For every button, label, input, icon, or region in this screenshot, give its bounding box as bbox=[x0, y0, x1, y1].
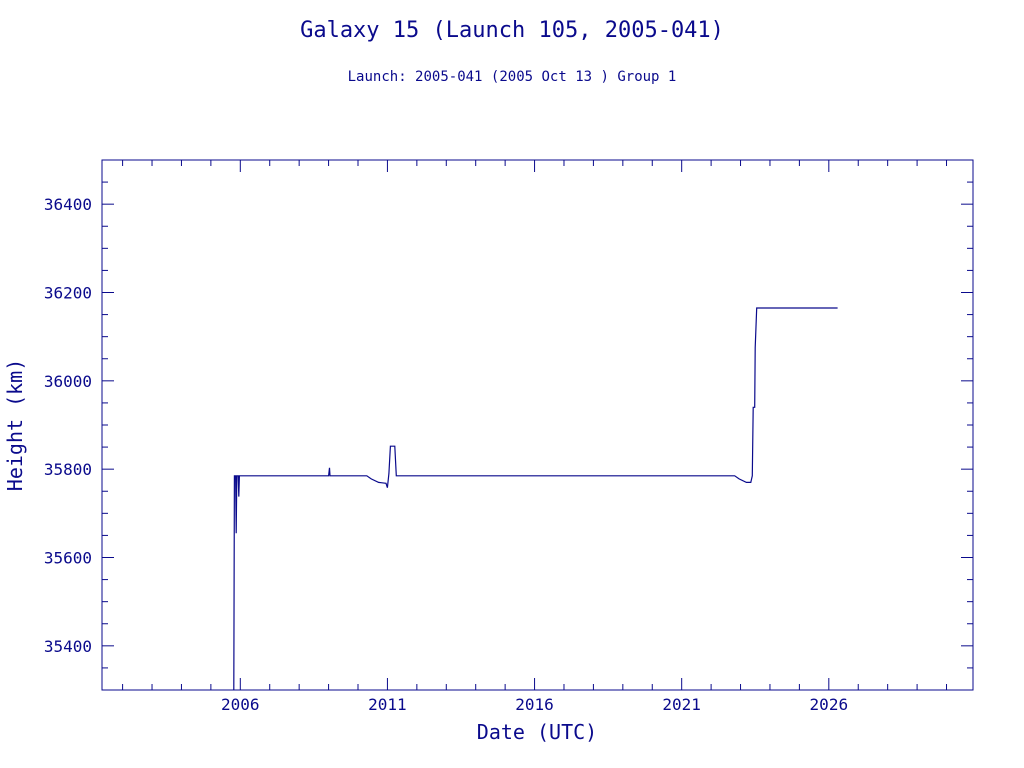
y-tick-label: 36200 bbox=[44, 284, 92, 303]
x-tick-label: 2016 bbox=[515, 695, 554, 714]
y-axis-ticks bbox=[102, 159, 973, 691]
x-tick-label: 2021 bbox=[662, 695, 701, 714]
x-axis-tick-labels: 2006 2011 2016 2021 2026 bbox=[221, 695, 848, 714]
y-tick-label: 35800 bbox=[44, 460, 92, 479]
series-layer bbox=[233, 307, 838, 691]
y-tick-label: 36400 bbox=[44, 195, 92, 214]
chart-title: Galaxy 15 (Launch 105, 2005-041) bbox=[300, 18, 724, 43]
y-axis-label: Height (km) bbox=[3, 359, 27, 491]
x-tick-label: 2026 bbox=[810, 695, 849, 714]
x-axis-label: Date (UTC) bbox=[477, 720, 597, 744]
y-tick-label: 35600 bbox=[44, 549, 92, 568]
series-line-0 bbox=[233, 307, 838, 691]
x-axis-ticks bbox=[122, 160, 948, 690]
chart-subtitle: Launch: 2005-041 (2005 Oct 13 ) Group 1 bbox=[348, 69, 677, 85]
y-axis-tick-labels: 35400 35600 35800 36000 36200 36400 bbox=[44, 195, 92, 656]
x-tick-label: 2011 bbox=[368, 695, 407, 714]
plot-frame bbox=[101, 159, 974, 691]
x-tick-label: 2006 bbox=[221, 695, 260, 714]
y-tick-label: 36000 bbox=[44, 372, 92, 391]
y-tick-label: 35400 bbox=[44, 637, 92, 656]
